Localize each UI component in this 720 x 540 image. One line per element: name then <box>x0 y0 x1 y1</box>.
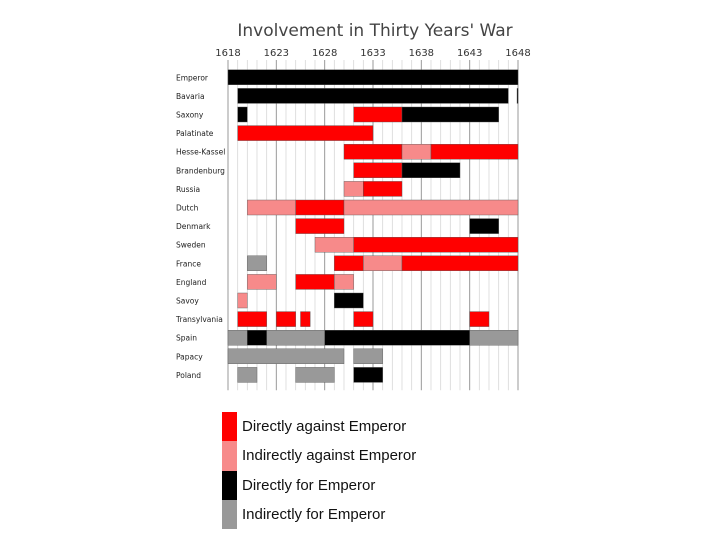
row-label: Hesse-Kassel <box>176 148 225 157</box>
bar-indirect-against <box>314 236 354 253</box>
bar-indirect-against <box>401 143 432 160</box>
legend: Directly against Emperor Indirectly agai… <box>222 412 417 530</box>
row-label: Palatinate <box>176 129 214 138</box>
row-label: England <box>176 278 207 287</box>
x-tick-label: 1618 <box>215 48 240 59</box>
bar-direct-for <box>237 106 248 123</box>
row-label: Brandenburg <box>176 166 225 175</box>
bar-direct-against <box>469 311 490 327</box>
bar-direct-against <box>295 274 335 290</box>
bar-direct-for <box>227 69 519 86</box>
bar-direct-against <box>353 162 403 179</box>
row-label: Poland <box>176 371 201 380</box>
row-label: Transylvania <box>175 315 223 324</box>
x-tick-label: 1628 <box>312 48 337 59</box>
bar-direct-for <box>353 367 383 383</box>
bar-indirect-for <box>295 367 335 383</box>
row-label: Saxony <box>176 111 204 120</box>
legend-item-direct-against: Directly against Emperor <box>222 412 416 442</box>
gantt-chart: Involvement in Thirty Years' War 1618 162… <box>175 21 531 391</box>
x-tick-labels: 1618 1623 1628 1633 1638 1643 1648 <box>215 48 530 59</box>
bar-direct-against <box>353 236 519 253</box>
bar-indirect-against <box>247 199 296 216</box>
legend-swatch <box>222 441 237 471</box>
row-labels: Emperor Bavaria Saxony Palatinate Hesse-Kass… <box>175 73 225 380</box>
bar-indirect-for <box>353 348 383 364</box>
row-label: Papacy <box>176 352 203 361</box>
bar-indirect-for <box>247 255 267 272</box>
bar-direct-against <box>334 255 364 272</box>
legend-swatch <box>222 499 237 530</box>
bar-direct-against <box>353 106 403 123</box>
bar-direct-against <box>276 311 296 327</box>
row-label: Dutch <box>176 204 199 213</box>
x-tick-label: 1623 <box>264 48 289 59</box>
bar-direct-against <box>295 218 345 234</box>
x-tick-label: 1648 <box>505 48 530 59</box>
bar-indirect-for <box>227 330 248 346</box>
bar-direct-against <box>430 143 519 160</box>
bar-direct-for <box>237 88 509 104</box>
row-label: Sweden <box>176 241 206 250</box>
row-label: Spain <box>176 334 197 343</box>
bar-indirect-against <box>237 292 248 309</box>
legend-item-direct-for: Directly for Emperor <box>222 470 416 500</box>
bar-indirect-for <box>469 330 519 346</box>
bar-direct-against <box>237 125 374 141</box>
legend-swatch <box>222 412 237 442</box>
bar-indirect-against <box>247 274 277 290</box>
legend-item-indirect-for: Indirectly for Emperor <box>222 499 416 530</box>
x-tick-label: 1643 <box>457 48 482 59</box>
bar-direct-against <box>401 255 519 272</box>
legend-label: Directly against Emperor <box>242 418 407 436</box>
legend-swatch <box>222 470 237 500</box>
bar-direct-against <box>237 311 267 327</box>
legend-label: Indirectly against Emperor <box>242 447 417 465</box>
legend-item-indirect-against: Indirectly against Emperor <box>222 441 417 471</box>
row-label: France <box>176 259 201 268</box>
bar-direct-for <box>334 292 364 309</box>
bar-direct-for <box>469 218 499 234</box>
row-label: Savoy <box>176 297 199 306</box>
bar-indirect-against <box>334 274 354 290</box>
bar-direct-against <box>343 143 403 160</box>
bars <box>227 69 519 383</box>
bar-direct-for <box>401 162 461 179</box>
bar-direct-for <box>324 330 470 346</box>
bar-indirect-against <box>363 255 403 272</box>
row-label: Bavaria <box>176 92 205 101</box>
x-tick-label: 1638 <box>409 48 434 59</box>
chart-title: Involvement in Thirty Years' War <box>237 21 512 41</box>
bar-direct-for <box>247 330 267 346</box>
bar-indirect-for <box>266 330 325 346</box>
bar-direct-for <box>401 106 499 123</box>
row-label: Russia <box>176 185 200 194</box>
bar-direct-against <box>363 181 403 197</box>
bar-direct-against <box>353 311 374 327</box>
row-label: Emperor <box>176 73 209 82</box>
bar-direct-against <box>295 199 345 216</box>
bar-indirect-for <box>237 367 258 383</box>
bar-indirect-against <box>343 181 364 197</box>
x-tick-label: 1633 <box>360 48 385 59</box>
bar-direct-against <box>300 311 311 327</box>
row-label: Denmark <box>176 222 211 231</box>
legend-label: Indirectly for Emperor <box>242 506 386 524</box>
bar-indirect-against <box>343 199 519 216</box>
legend-label: Directly for Emperor <box>242 476 376 494</box>
bar-indirect-for <box>227 348 345 364</box>
bar-direct-for <box>516 88 519 104</box>
